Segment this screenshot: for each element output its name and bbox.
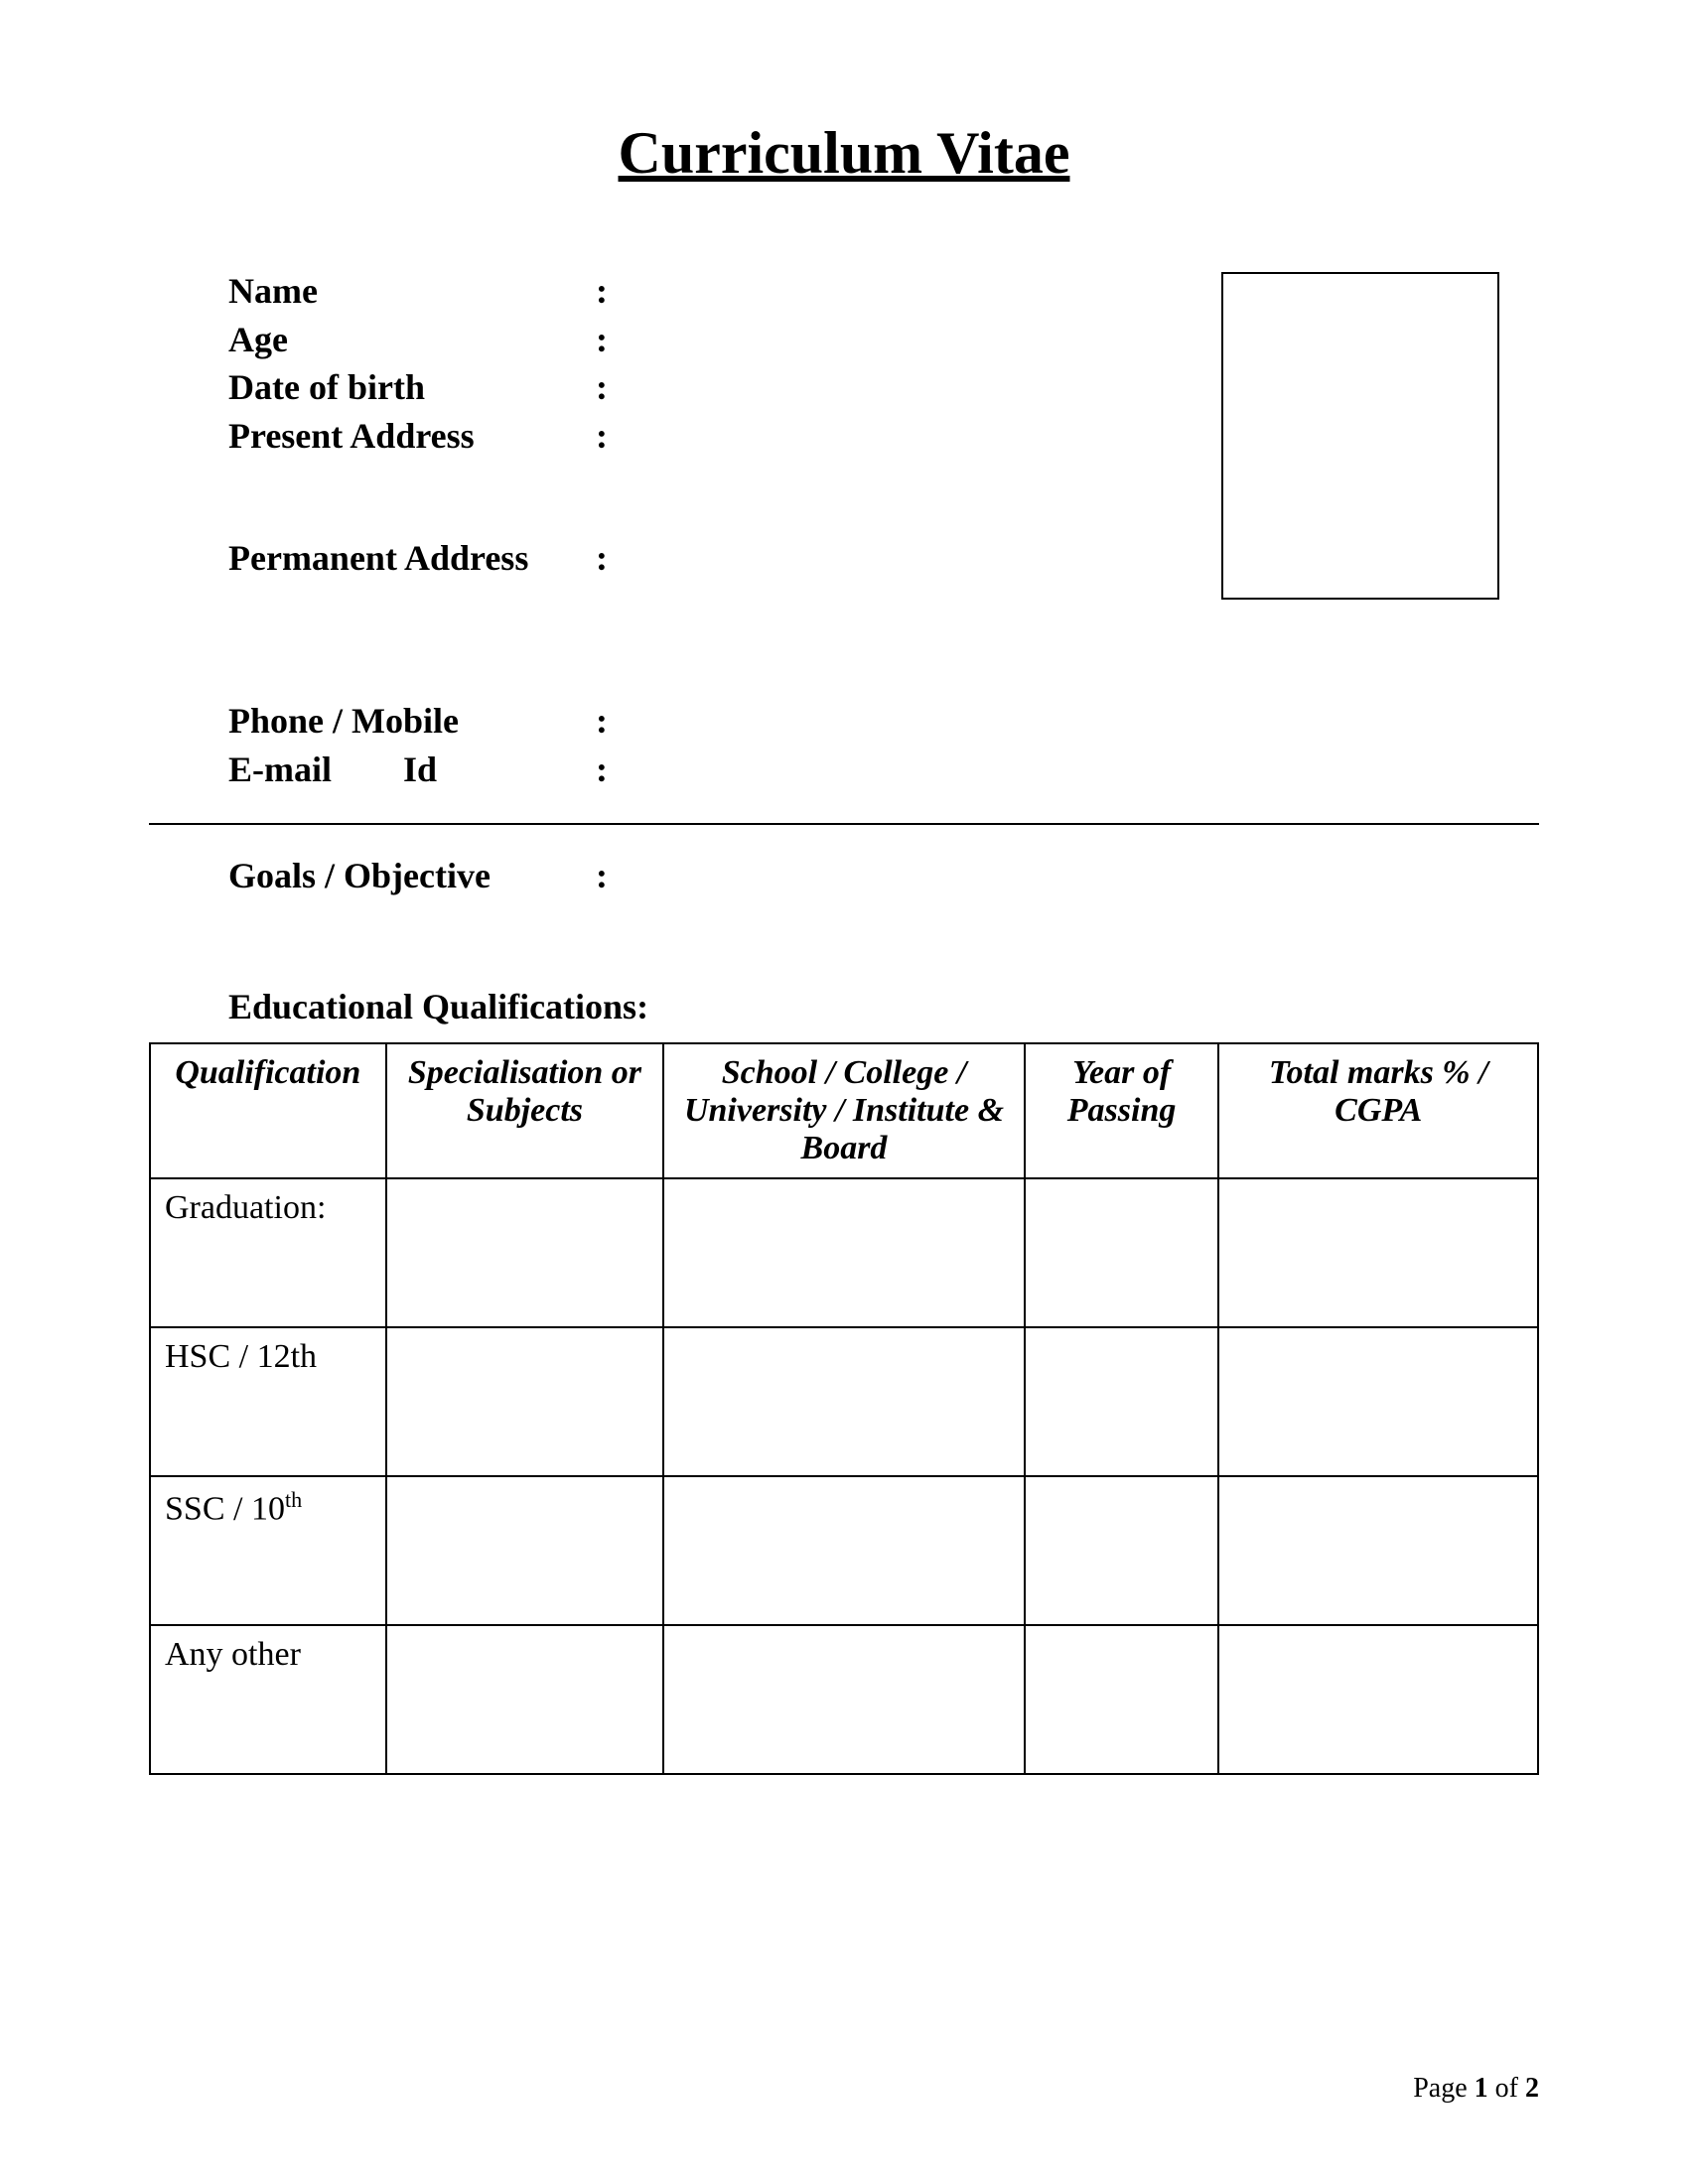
education-table: Qualification Specialisation or Subjects…	[149, 1042, 1539, 1775]
field-email-colon: :	[596, 746, 616, 794]
photo-placeholder	[1221, 272, 1499, 600]
field-present-address-label: Present Address	[228, 412, 596, 461]
cell-specialisation	[386, 1625, 664, 1774]
cell-year	[1025, 1476, 1219, 1625]
cell-school	[663, 1178, 1024, 1327]
cell-marks	[1218, 1476, 1538, 1625]
cell-qualification-text: SSC / 10	[165, 1490, 285, 1527]
table-header-row: Qualification Specialisation or Subjects…	[150, 1043, 1538, 1178]
cell-qualification-ordinal: th	[285, 1487, 302, 1512]
field-present-address-colon: :	[596, 412, 616, 461]
field-dob-label: Date of birth	[228, 363, 596, 412]
footer-total: 2	[1525, 2073, 1539, 2104]
cell-marks	[1218, 1625, 1538, 1774]
cell-year	[1025, 1327, 1219, 1476]
edu-heading-colon: :	[636, 987, 648, 1026]
top-section: Name : Age : Date of birth : Present Add…	[149, 267, 1539, 793]
cv-page: Curriculum Vitae Name : Age : Date of bi…	[0, 0, 1688, 1854]
cell-school	[663, 1476, 1024, 1625]
cell-qualification: HSC / 12th	[150, 1327, 386, 1476]
cell-specialisation	[386, 1476, 664, 1625]
cell-qualification: Graduation:	[150, 1178, 386, 1327]
edu-heading: Educational Qualifications:	[149, 986, 1539, 1027]
field-phone-colon: :	[596, 697, 616, 746]
field-age: Age :	[228, 316, 1221, 364]
page-title: Curriculum Vitae	[149, 119, 1539, 188]
th-qualification: Qualification	[150, 1043, 386, 1178]
edu-heading-text: Educational Qualifications	[228, 987, 636, 1026]
cell-marks	[1218, 1178, 1538, 1327]
cell-specialisation	[386, 1178, 664, 1327]
th-year: Year of Passing	[1025, 1043, 1219, 1178]
field-name-label: Name	[228, 267, 596, 316]
page-footer: Page 1 of 2	[1413, 2073, 1539, 2105]
goals-colon: :	[596, 855, 616, 896]
cell-year	[1025, 1178, 1219, 1327]
footer-current: 1	[1475, 2073, 1488, 2104]
field-dob: Date of birth :	[228, 363, 1221, 412]
field-permanent-address-label: Permanent Address	[228, 534, 596, 583]
table-row: SSC / 10th	[150, 1476, 1538, 1625]
field-age-label: Age	[228, 316, 596, 364]
cell-specialisation	[386, 1327, 664, 1476]
cell-qualification: SSC / 10th	[150, 1476, 386, 1625]
th-marks: Total marks % / CGPA	[1218, 1043, 1538, 1178]
divider-line	[149, 823, 1539, 825]
field-dob-colon: :	[596, 363, 616, 412]
cell-qualification: Any other	[150, 1625, 386, 1774]
table-row: Any other	[150, 1625, 1538, 1774]
field-email: E-mail Id :	[228, 746, 1221, 794]
goals-label: Goals / Objective	[228, 855, 596, 896]
field-present-address: Present Address :	[228, 412, 1221, 461]
footer-of: of	[1488, 2073, 1525, 2104]
cell-school	[663, 1625, 1024, 1774]
cell-school	[663, 1327, 1024, 1476]
table-row: HSC / 12th	[150, 1327, 1538, 1476]
goals-row: Goals / Objective :	[149, 855, 1539, 896]
table-row: Graduation:	[150, 1178, 1538, 1327]
personal-fields: Name : Age : Date of birth : Present Add…	[228, 267, 1221, 793]
field-permanent-address-colon: :	[596, 534, 616, 583]
field-age-colon: :	[596, 316, 616, 364]
field-phone: Phone / Mobile :	[228, 697, 1221, 746]
th-school: School / College / University / Institut…	[663, 1043, 1024, 1178]
field-phone-label: Phone / Mobile	[228, 697, 596, 746]
footer-prefix: Page	[1413, 2073, 1474, 2104]
field-name-colon: :	[596, 267, 616, 316]
field-permanent-address: Permanent Address :	[228, 534, 1221, 583]
field-name: Name :	[228, 267, 1221, 316]
cell-year	[1025, 1625, 1219, 1774]
field-email-label: E-mail Id	[228, 746, 596, 794]
th-specialisation: Specialisation or Subjects	[386, 1043, 664, 1178]
cell-marks	[1218, 1327, 1538, 1476]
